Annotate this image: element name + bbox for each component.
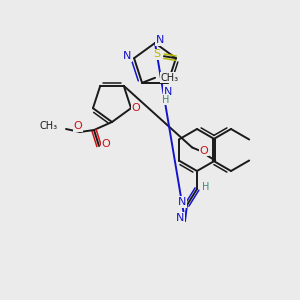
Text: O: O [74, 121, 82, 131]
Text: N: N [164, 87, 172, 97]
Text: O: O [102, 139, 110, 149]
Text: CH₃: CH₃ [160, 73, 178, 83]
Text: N: N [156, 35, 164, 45]
Text: H: H [162, 95, 169, 105]
Text: CH₃: CH₃ [40, 121, 58, 131]
Text: O: O [132, 103, 140, 113]
Text: H: H [202, 182, 210, 192]
Text: N: N [178, 197, 186, 207]
Text: S: S [153, 49, 161, 59]
Text: N: N [123, 51, 131, 61]
Text: N: N [176, 213, 184, 223]
Text: O: O [200, 146, 208, 155]
